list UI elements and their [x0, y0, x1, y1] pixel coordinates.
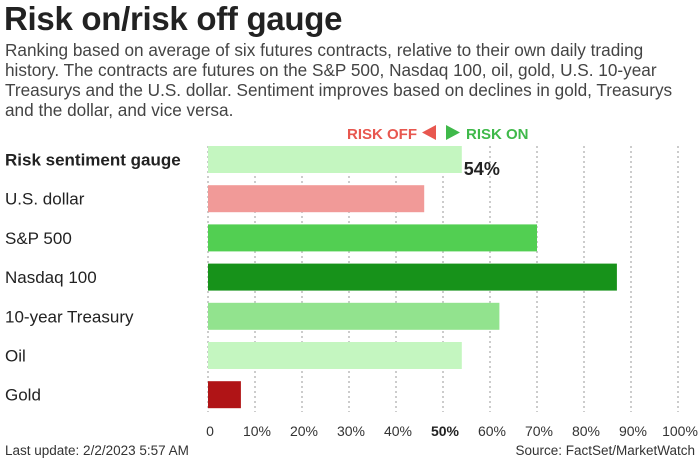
source-note: Source: FactSet/MarketWatch: [515, 443, 695, 458]
x-tick-label: 30%: [337, 423, 365, 439]
category-label: Oil: [5, 347, 26, 366]
category-labels: Risk sentiment gauge U.S. dollar S&P 500 Na…: [5, 151, 181, 405]
bar: [208, 381, 241, 409]
chart-subtitle: Ranking based on average of six futures …: [5, 40, 673, 120]
bar: [208, 263, 617, 291]
x-tick-label: 50%: [431, 423, 460, 439]
bar: [208, 302, 500, 330]
arrow-right-icon: [446, 125, 460, 140]
last-update: Last update: 2/2/2023 5:57 AM: [5, 443, 189, 458]
x-tick-label: 0: [206, 423, 214, 439]
legend-risk-off: RISK OFF: [347, 126, 417, 143]
category-label: Gold: [5, 386, 41, 405]
arrow-left-icon: [422, 125, 436, 140]
x-tick-label: 40%: [384, 423, 412, 439]
bar: [208, 185, 425, 213]
legend: RISK OFF RISK ON: [347, 125, 529, 143]
x-tick-label: 10%: [243, 423, 271, 439]
category-label: S&P 500: [5, 229, 72, 248]
chart-title: Risk on/risk off gauge: [4, 0, 343, 37]
x-tick-label: 20%: [290, 423, 318, 439]
x-tick-label: 80%: [572, 423, 600, 439]
category-label: 10-year Treasury: [5, 307, 134, 326]
bars: 54%: [208, 146, 617, 409]
legend-risk-on: RISK ON: [466, 126, 529, 143]
bar: [208, 342, 462, 369]
category-label: U.S. dollar: [5, 190, 85, 209]
category-label: Nasdaq 100: [5, 268, 97, 287]
value-label: 54%: [464, 159, 500, 179]
bar: [208, 224, 537, 252]
bar: [208, 146, 462, 173]
category-label: Risk sentiment gauge: [5, 151, 181, 170]
x-tick-label: 70%: [525, 423, 553, 439]
x-tick-label: 60%: [478, 423, 506, 439]
x-axis-ticks: 0 10% 20% 30% 40% 50% 60% 70% 80% 90% 100%: [206, 423, 698, 439]
x-tick-label: 90%: [619, 423, 647, 439]
x-tick-label: 100%: [662, 423, 698, 439]
